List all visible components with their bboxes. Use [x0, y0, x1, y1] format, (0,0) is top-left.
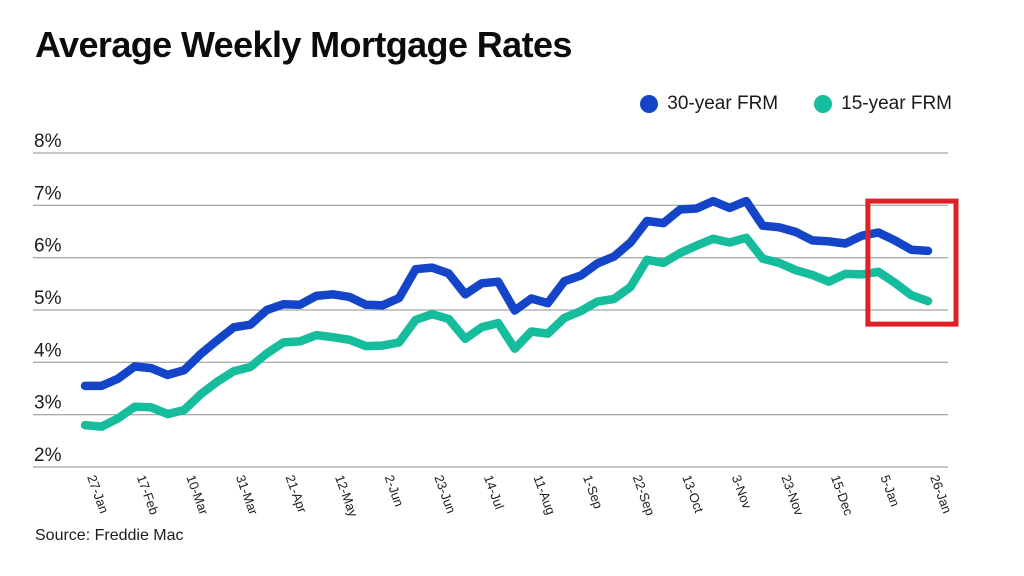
y-axis-label: 7% [34, 183, 62, 204]
x-axis-tick-label: 3-Nov [729, 473, 755, 511]
chart-title: Average Weekly Mortgage Rates [35, 24, 572, 65]
source-note: Source: Freddie Mac [35, 527, 184, 544]
highlight-box [865, 198, 959, 327]
x-axis-tick-label: 17-Feb [134, 473, 162, 517]
15-year-frm-dot-icon [814, 95, 833, 113]
legend-item-30-year-frm: 30-year FRM [640, 93, 778, 115]
y-axis-label: 3% [34, 393, 62, 414]
x-axis-tick-label: 13-Oct [679, 473, 707, 515]
legend-label-15-year: 15-year FRM [841, 93, 952, 114]
x-axis-tick-label: 2-Jun [382, 473, 407, 509]
legend: 30-year FRM 15-year FRM [640, 93, 952, 115]
series-line-15-year-frm [80, 233, 933, 431]
x-axis-tick-label: 15-Dec [828, 473, 857, 518]
x-axis-tick-label: 21-Apr [283, 473, 311, 515]
y-axis-label: 4% [34, 340, 62, 361]
x-axis-tick-label: 14-Jul [481, 473, 507, 512]
x-axis-tick-label: 23-Nov [778, 473, 807, 518]
y-axis-label: 8% [34, 131, 62, 152]
y-axis-label: 6% [34, 236, 62, 257]
x-axis-tick-label: 23-Jun [431, 473, 459, 515]
x-axis-tick-label: 31-Mar [233, 473, 261, 517]
y-axis-label: 2% [34, 445, 62, 466]
series-line-30-year-frm [80, 196, 933, 391]
x-axis-tick-label: 12-May [332, 473, 361, 519]
x-axis-tick-label: 1-Sep [580, 473, 606, 511]
x-axis-tick-label: 5-Jan [878, 473, 903, 509]
legend-label-30-year: 30-year FRM [667, 93, 779, 114]
x-axis-tick-label: 26-Jan [927, 473, 955, 515]
x-axis-tick-label: 10-Mar [183, 473, 211, 517]
x-axis-tick-label: 27-Jan [84, 473, 112, 515]
legend-item-15-year-frm: 15-year FRM [814, 93, 952, 115]
30-year-frm-dot-icon [640, 95, 659, 113]
y-axis-label: 5% [34, 288, 62, 309]
x-axis-tick-label: 22-Sep [630, 473, 658, 518]
x-axis-tick-label: 11-Aug [530, 473, 558, 517]
